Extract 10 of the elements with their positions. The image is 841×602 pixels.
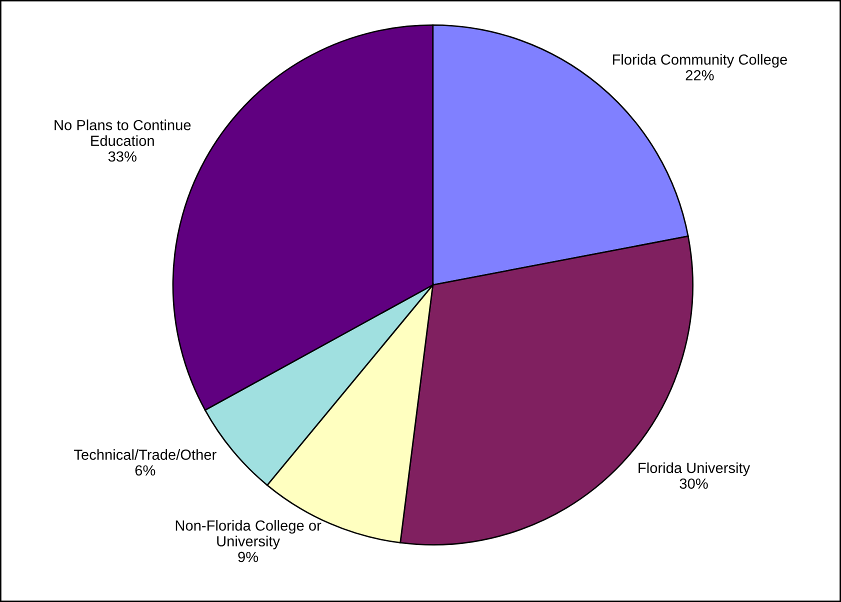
slice-label: Florida Community College xyxy=(612,54,787,68)
data-label: 22% xyxy=(686,70,714,80)
data-label: 30% xyxy=(680,478,708,489)
slice-label: Technical/Trade/Other xyxy=(74,449,216,460)
slice-label: Non-Florida College or University xyxy=(176,520,322,550)
slice-label: No Plans to Continue Education xyxy=(54,120,191,146)
slice-label: Florida University xyxy=(638,462,750,476)
data-label: 33% xyxy=(108,151,136,162)
data-label: 6% xyxy=(135,465,156,476)
data-label: 9% xyxy=(238,552,258,562)
